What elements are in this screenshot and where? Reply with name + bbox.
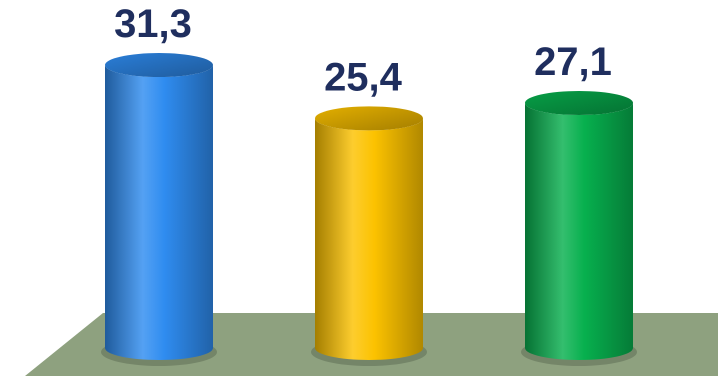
bar-2 (315, 118, 423, 360)
bar-1-top (105, 53, 213, 78)
bar-3-top (525, 91, 633, 116)
data-label-1: 31,3 (114, 2, 192, 46)
bar-1 (105, 65, 213, 360)
bars-layer (101, 53, 637, 366)
bar-3 (525, 103, 633, 361)
data-labels-layer: 31,3 25,4 27,1 (114, 2, 612, 99)
bar-2-top (315, 106, 423, 131)
data-label-3: 27,1 (534, 40, 612, 84)
data-label-2: 25,4 (324, 55, 403, 99)
